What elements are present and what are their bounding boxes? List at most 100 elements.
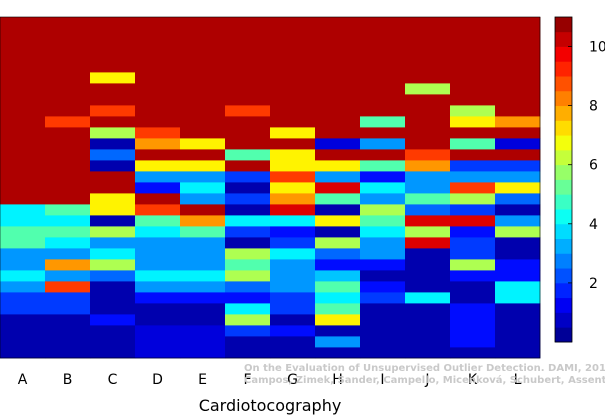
- heatmap-cell: [450, 226, 496, 238]
- heatmap-cell: [135, 281, 181, 293]
- colorbar-tick-label: 10: [589, 40, 605, 56]
- heatmap-cell: [315, 292, 361, 304]
- heatmap-cell: [90, 270, 136, 282]
- category-label-f: F: [243, 372, 251, 388]
- heatmap-cell: [315, 259, 361, 271]
- heatmap-cell: [90, 116, 136, 128]
- heatmap-cell: [315, 325, 361, 337]
- heatmap-cell: [450, 259, 496, 271]
- heatmap-cell: [315, 237, 361, 249]
- heatmap-cell: [90, 138, 136, 150]
- heatmap-cell: [495, 160, 541, 172]
- heatmap-cell: [90, 193, 136, 216]
- heatmap-cell: [450, 270, 496, 282]
- heatmap-cell: [315, 281, 361, 293]
- colorbar-band: [555, 120, 572, 136]
- heatmap-cell: [495, 215, 541, 227]
- heatmap-cell: [270, 248, 316, 260]
- category-label-e: E: [198, 372, 207, 388]
- heatmap-cell: [225, 303, 271, 315]
- heatmap-cell: [405, 17, 451, 84]
- heatmap-cell: [450, 17, 496, 106]
- heatmap-cell: [45, 281, 91, 293]
- colorbar-band: [555, 282, 572, 299]
- heatmap-cell: [315, 314, 361, 326]
- heatmap-cell: [45, 215, 91, 227]
- heatmap-cell: [90, 215, 136, 227]
- heatmap-cell: [270, 226, 316, 238]
- heatmap-cell: [360, 303, 406, 359]
- heatmap-cell: [405, 94, 451, 150]
- colorbar-band: [555, 61, 572, 77]
- category-label-a: A: [18, 372, 28, 388]
- heatmap-cell: [90, 17, 136, 73]
- heatmap-cell: [495, 127, 541, 139]
- heatmap-cell: [270, 127, 316, 139]
- category-labels: A B C D E F G H I J K L: [18, 372, 522, 388]
- heatmap-cell: [405, 226, 451, 238]
- category-label-i: I: [380, 372, 384, 388]
- heatmap-cell: [0, 314, 46, 359]
- category-label-l: L: [514, 372, 522, 388]
- colorbar-band: [555, 253, 572, 269]
- heatmap-cell: [225, 171, 271, 183]
- heatmap-cell: [225, 270, 271, 282]
- heatmap-cell: [0, 281, 46, 293]
- heatmap-cell: [135, 270, 181, 282]
- heatmap-cell: [450, 193, 496, 205]
- heatmap-cell: [45, 226, 91, 238]
- heatmap-cell: [450, 215, 496, 227]
- heatmap-cell: [225, 17, 271, 106]
- heatmap-cell: [90, 226, 136, 238]
- heatmap-cell: [45, 204, 91, 216]
- heatmap-cell: [360, 215, 406, 227]
- heatmap-cell: [225, 237, 271, 249]
- heatmap-cell: [180, 259, 226, 271]
- colorbar-band: [555, 164, 572, 180]
- heatmap-cell: [450, 105, 496, 117]
- heatmap-cell: [315, 226, 361, 238]
- heatmap-cell: [495, 138, 541, 150]
- heatmap-cell: [270, 149, 316, 172]
- heatmap-cell: [495, 270, 541, 282]
- heatmap-cell: [90, 248, 136, 260]
- heatmap-cell: [0, 270, 46, 282]
- category-label-k: K: [468, 372, 478, 388]
- heatmap-cell: [450, 248, 496, 260]
- heatmap-cell: [270, 171, 316, 183]
- heatmap-cell: [135, 237, 181, 260]
- heatmap-cell: [405, 149, 451, 161]
- heatmap-cell: [405, 303, 451, 359]
- heatmap-cell: [180, 160, 226, 172]
- heatmap-cell: [450, 171, 496, 183]
- heatmap-cell: [90, 105, 136, 117]
- heatmap-cell: [180, 138, 226, 150]
- heatmap-cell: [135, 292, 181, 304]
- colorbar-tick-label: 8: [589, 99, 598, 115]
- heatmap-cell: [225, 248, 271, 260]
- heatmap-cell: [315, 215, 361, 227]
- heatmap-cell: [360, 160, 406, 172]
- heatmap-cell: [315, 303, 361, 315]
- heatmap-cell: [450, 127, 496, 139]
- heatmap-cell: [450, 303, 496, 348]
- heatmap-cell: [360, 171, 406, 183]
- heatmap-cell: [135, 160, 181, 172]
- heatmap-cell: [315, 182, 361, 194]
- heatmap-cell: [90, 160, 136, 172]
- heatmap-cell: [315, 171, 361, 183]
- heatmap-cell: [90, 237, 136, 249]
- heatmap-cell: [360, 259, 406, 271]
- heatmap-cell: [0, 226, 46, 249]
- colorbar-band: [555, 209, 572, 225]
- colorbar-band: [555, 223, 572, 239]
- colorbar-band: [555, 179, 572, 195]
- heatmap-cell: [495, 204, 541, 216]
- heatmap-cell: [225, 281, 271, 293]
- heatmap-cell: [270, 292, 316, 315]
- heatmap-cell: [450, 160, 496, 172]
- heatmap-cell: [495, 237, 541, 260]
- heatmap-cell: [225, 314, 271, 326]
- heatmap-cell: [315, 138, 361, 150]
- heatmap-cell: [45, 17, 91, 117]
